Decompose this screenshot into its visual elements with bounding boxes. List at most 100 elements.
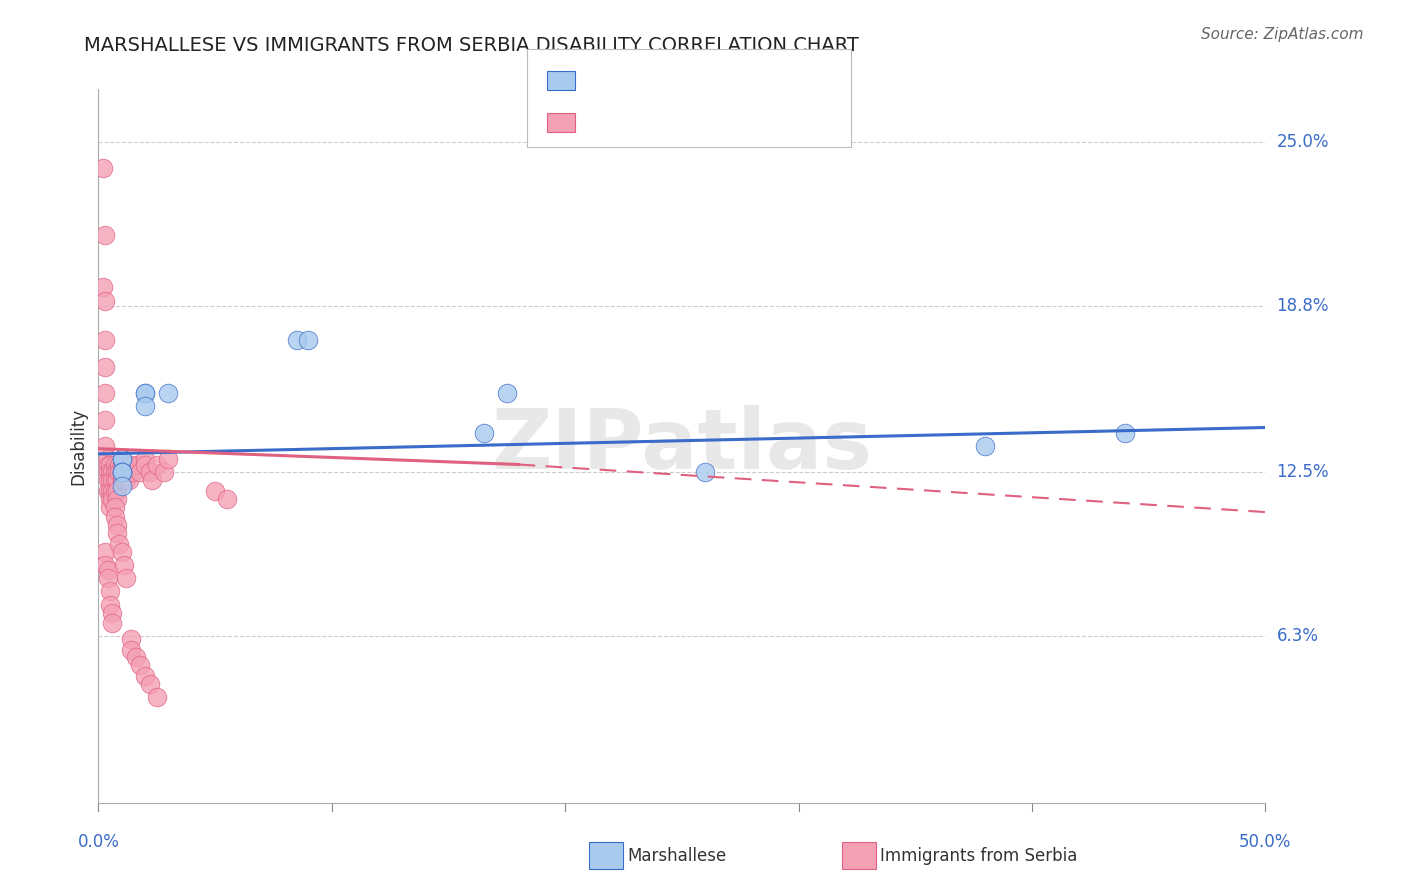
Point (115, 466, 138, 480)
Text: Source: ZipAtlas.com: Source: ZipAtlas.com (1201, 27, 1364, 42)
Point (101, 474, 124, 488)
Point (98, 458, 121, 472)
Point (105, 466, 128, 480)
Point (134, 386, 156, 401)
Point (94, 293, 117, 308)
Point (122, 458, 145, 472)
Point (108, 537, 131, 551)
Point (101, 606, 124, 620)
Point (129, 658, 152, 673)
Text: MARSHALLESE VS IMMIGRANTS FROM SERBIA DISABILITY CORRELATION CHART: MARSHALLESE VS IMMIGRANTS FROM SERBIA DI… (84, 36, 859, 54)
Point (139, 677, 162, 691)
Point (101, 466, 124, 480)
Point (129, 466, 152, 480)
Point (115, 474, 138, 488)
Point (1114, 425, 1136, 440)
Point (91, 280, 114, 294)
Point (112, 558, 135, 572)
Text: 0.0%: 0.0% (77, 833, 120, 851)
Point (104, 500, 127, 514)
Point (134, 669, 156, 683)
Point (111, 474, 134, 488)
Point (152, 466, 174, 480)
Point (111, 452, 134, 467)
Point (98, 584, 121, 599)
Text: R = -0.023   N =: R = -0.023 N = (582, 112, 724, 129)
Point (105, 518, 128, 533)
Point (97, 563, 120, 577)
Point (101, 616, 124, 631)
Point (120, 632, 142, 646)
Text: 16: 16 (808, 70, 831, 87)
Point (108, 466, 131, 480)
Point (94, 386, 117, 401)
Point (134, 458, 156, 472)
Point (97, 474, 120, 488)
Text: R =  0.114   N =: R = 0.114 N = (582, 70, 724, 87)
Point (108, 458, 131, 472)
Point (695, 466, 717, 480)
Point (98, 474, 121, 488)
Point (141, 474, 163, 488)
Point (111, 466, 134, 480)
Point (97, 458, 120, 472)
Point (98, 483, 121, 498)
Text: ZIPatlas: ZIPatlas (492, 406, 872, 486)
Point (104, 474, 127, 488)
Point (111, 545, 134, 559)
Point (94, 545, 117, 559)
Point (97, 466, 120, 480)
Point (97, 483, 120, 498)
Point (974, 439, 997, 453)
Point (111, 478, 134, 492)
Point (104, 483, 127, 498)
Point (215, 491, 238, 506)
Point (94, 359, 117, 374)
Text: 80: 80 (808, 112, 831, 129)
Point (111, 452, 134, 467)
Point (115, 571, 138, 585)
Text: 18.8%: 18.8% (1277, 297, 1329, 315)
Point (297, 333, 319, 347)
Point (112, 466, 135, 480)
Point (104, 466, 127, 480)
Text: 25.0%: 25.0% (1277, 133, 1329, 151)
Point (118, 466, 141, 480)
Point (496, 386, 519, 401)
Point (105, 483, 128, 498)
Point (146, 690, 169, 704)
Point (118, 474, 141, 488)
Point (204, 483, 226, 498)
Point (134, 386, 156, 401)
Y-axis label: Disability: Disability (69, 408, 87, 484)
Point (122, 466, 145, 480)
Text: 12.5%: 12.5% (1277, 464, 1329, 482)
Point (157, 386, 180, 401)
Point (91, 161, 114, 176)
Point (101, 483, 124, 498)
Point (139, 466, 162, 480)
Point (105, 491, 128, 506)
Text: Immigrants from Serbia: Immigrants from Serbia (880, 847, 1077, 865)
Point (98, 500, 121, 514)
Point (472, 425, 495, 440)
Point (111, 466, 134, 480)
Point (285, 333, 308, 347)
Point (134, 400, 156, 414)
Point (104, 458, 127, 472)
Point (97, 571, 120, 585)
Point (94, 439, 117, 453)
Point (111, 458, 134, 472)
Point (94, 333, 117, 347)
Point (98, 491, 121, 506)
Point (134, 452, 156, 467)
Point (94, 412, 117, 426)
Point (112, 474, 135, 488)
Point (98, 466, 121, 480)
Point (101, 491, 124, 506)
Point (94, 227, 117, 242)
Point (125, 650, 148, 665)
Text: 6.3%: 6.3% (1277, 627, 1319, 645)
Point (146, 458, 169, 472)
Point (94, 558, 117, 572)
